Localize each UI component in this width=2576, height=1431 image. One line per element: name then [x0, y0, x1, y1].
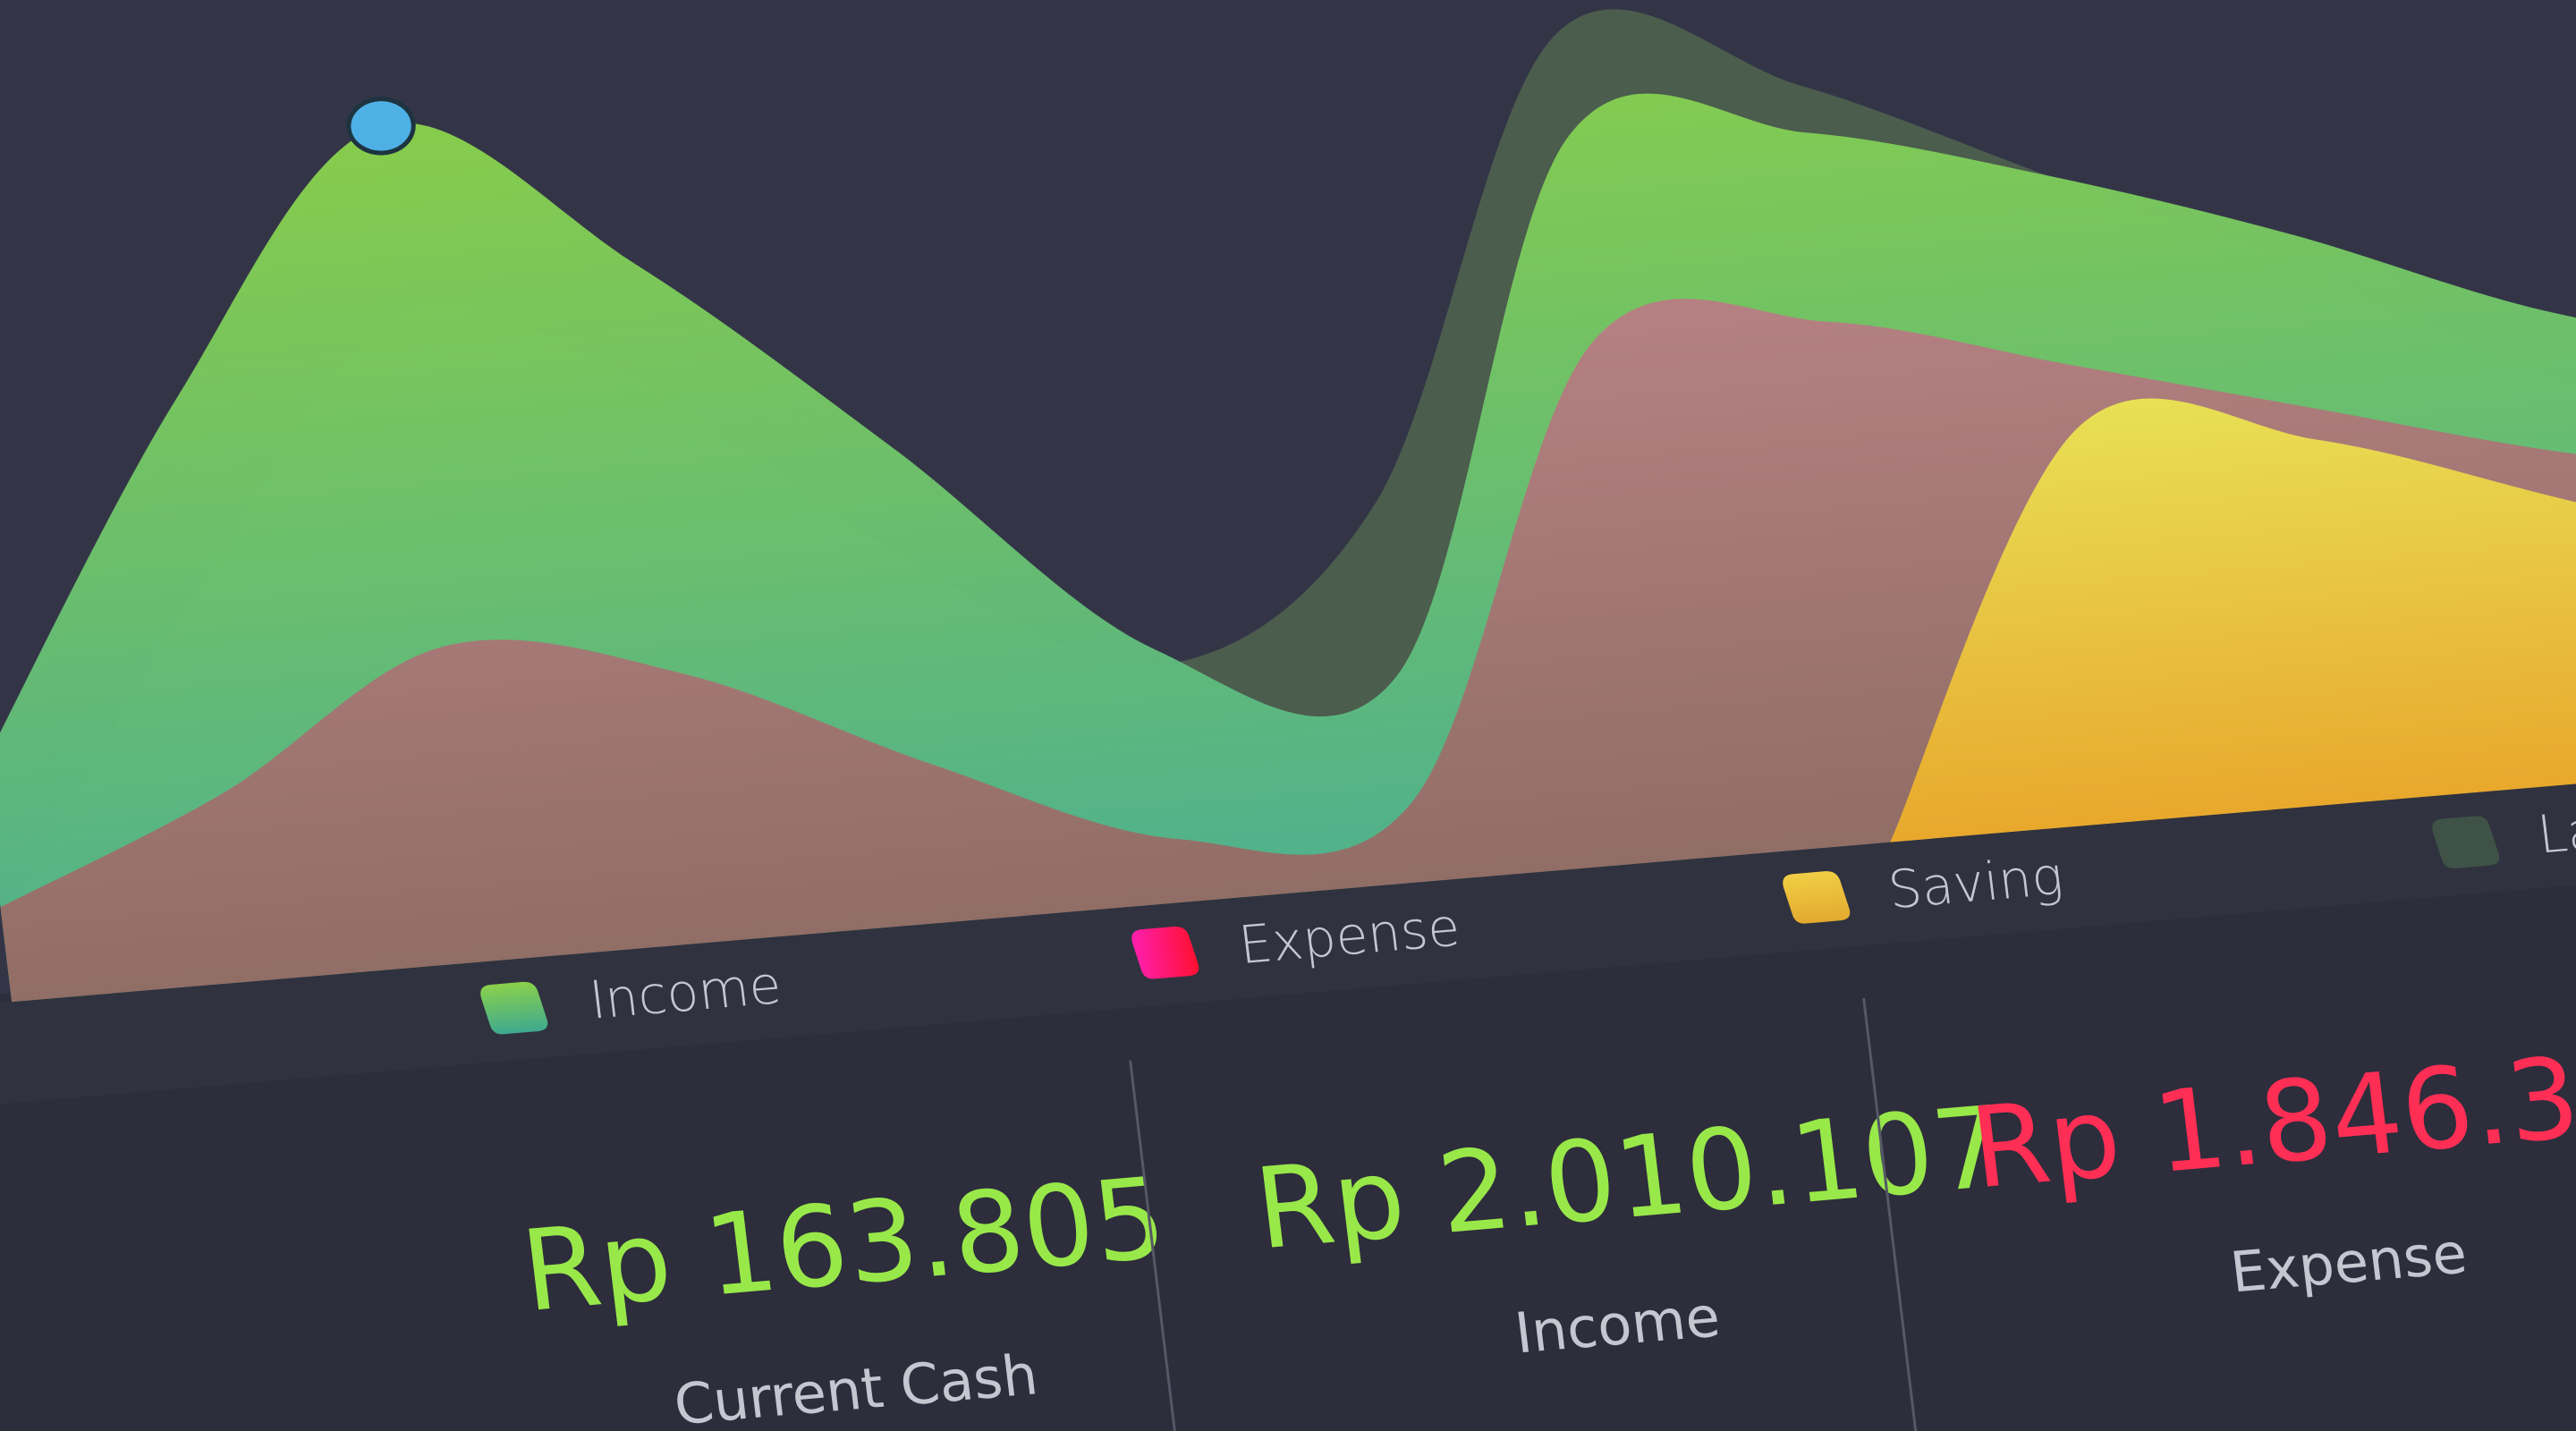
legend-item-saving[interactable]: Saving: [1781, 845, 2066, 929]
legend-band: [0, 749, 2576, 1116]
summary-divider: [1862, 997, 1921, 1431]
income-swatch: [480, 981, 548, 1035]
expense-swatch: [1131, 926, 1199, 979]
summary-divider: [1129, 1060, 1188, 1431]
current-cash-label: Current Cash: [671, 1342, 1041, 1431]
income-label: Income: [1512, 1283, 1724, 1366]
last-month-swatch: [2432, 816, 2500, 868]
expense-label: Expense: [2227, 1220, 2470, 1305]
saving-area[interactable]: [1840, 344, 2576, 843]
summary-card-income[interactable]: Rp 2.010.107 Income: [1249, 1082, 2025, 1386]
expense-value: Rp 1.846.302: [1964, 1021, 2576, 1214]
legend-label-saving: Saving: [1885, 845, 2066, 920]
current-cash-value: Rp 163.805: [515, 1154, 1172, 1337]
area-series-layer: [0, 9, 2576, 1003]
summary-card-expense[interactable]: Rp 1.846.302 Expense: [1964, 1021, 2576, 1325]
income-peak-marker[interactable]: [345, 97, 416, 156]
income-value: Rp 2.010.107: [1249, 1082, 2012, 1274]
summary-card-current-cash[interactable]: Rp 163.805 Current Cash: [515, 1154, 1185, 1431]
saving-swatch: [1783, 871, 1851, 924]
